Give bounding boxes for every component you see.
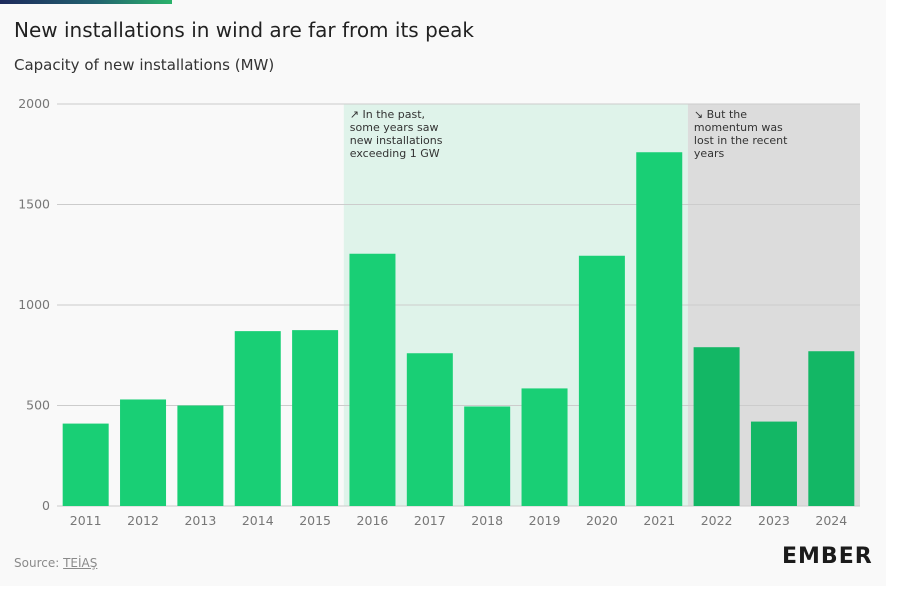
x-tick-label: 2018: [471, 513, 503, 528]
x-tick-label: 2016: [357, 513, 389, 528]
x-tick-label: 2011: [70, 513, 102, 528]
x-tick-label: 2022: [701, 513, 733, 528]
bar-2021: [636, 152, 683, 507]
band-annotation-line: ↘ But the: [694, 108, 747, 121]
bar-2011: [62, 423, 109, 506]
bar-2012: [120, 399, 167, 506]
x-tick-label: 2021: [643, 513, 675, 528]
y-tick-label: 2000: [18, 96, 50, 111]
x-tick-label: 2017: [414, 513, 446, 528]
band-annotation-line: exceeding 1 GW: [350, 147, 440, 160]
bar-2013: [177, 405, 224, 506]
x-tick-label: 2024: [815, 513, 847, 528]
band-annotation-line: lost in the recent: [694, 134, 788, 147]
source-label: Source:: [14, 556, 60, 570]
bar-2022: [693, 347, 740, 506]
bar-2019: [521, 388, 568, 506]
bar-2016: [349, 253, 396, 506]
y-tick-label: 500: [26, 398, 50, 413]
chart-title: New installations in wind are far from i…: [14, 18, 474, 42]
band-annotation-line: momentum was: [694, 121, 783, 134]
chart-card: New installations in wind are far from i…: [0, 0, 873, 570]
source-link[interactable]: TEİAŞ: [63, 556, 98, 570]
x-tick-label: 2012: [127, 513, 159, 528]
band-annotation-line: years: [694, 147, 725, 160]
accent-bar: [0, 0, 172, 4]
band-annotation-line: some years saw: [350, 121, 439, 134]
x-tick-label: 2013: [184, 513, 216, 528]
bar-2017: [406, 353, 453, 506]
y-tick-label: 0: [42, 498, 50, 513]
bar-2020: [578, 255, 625, 506]
bar-2014: [234, 331, 281, 506]
y-tick-label: 1500: [18, 197, 50, 212]
x-tick-label: 2015: [299, 513, 331, 528]
band-annotation-line: new installations: [350, 134, 443, 147]
band-annotation-line: ↗ In the past,: [350, 108, 425, 121]
bar-2018: [464, 406, 511, 506]
bar-2023: [750, 421, 797, 506]
x-tick-label: 2014: [242, 513, 274, 528]
x-tick-label: 2020: [586, 513, 618, 528]
source-note: Source: TEİAŞ: [14, 556, 97, 570]
x-tick-label: 2023: [758, 513, 790, 528]
ember-logo: EMBER: [782, 544, 873, 569]
bar-2015: [292, 330, 339, 506]
x-tick-label: 2019: [529, 513, 561, 528]
bar-2024: [808, 351, 855, 506]
y-tick-label: 1000: [18, 297, 50, 312]
chart-subtitle: Capacity of new installations (MW): [14, 56, 275, 74]
